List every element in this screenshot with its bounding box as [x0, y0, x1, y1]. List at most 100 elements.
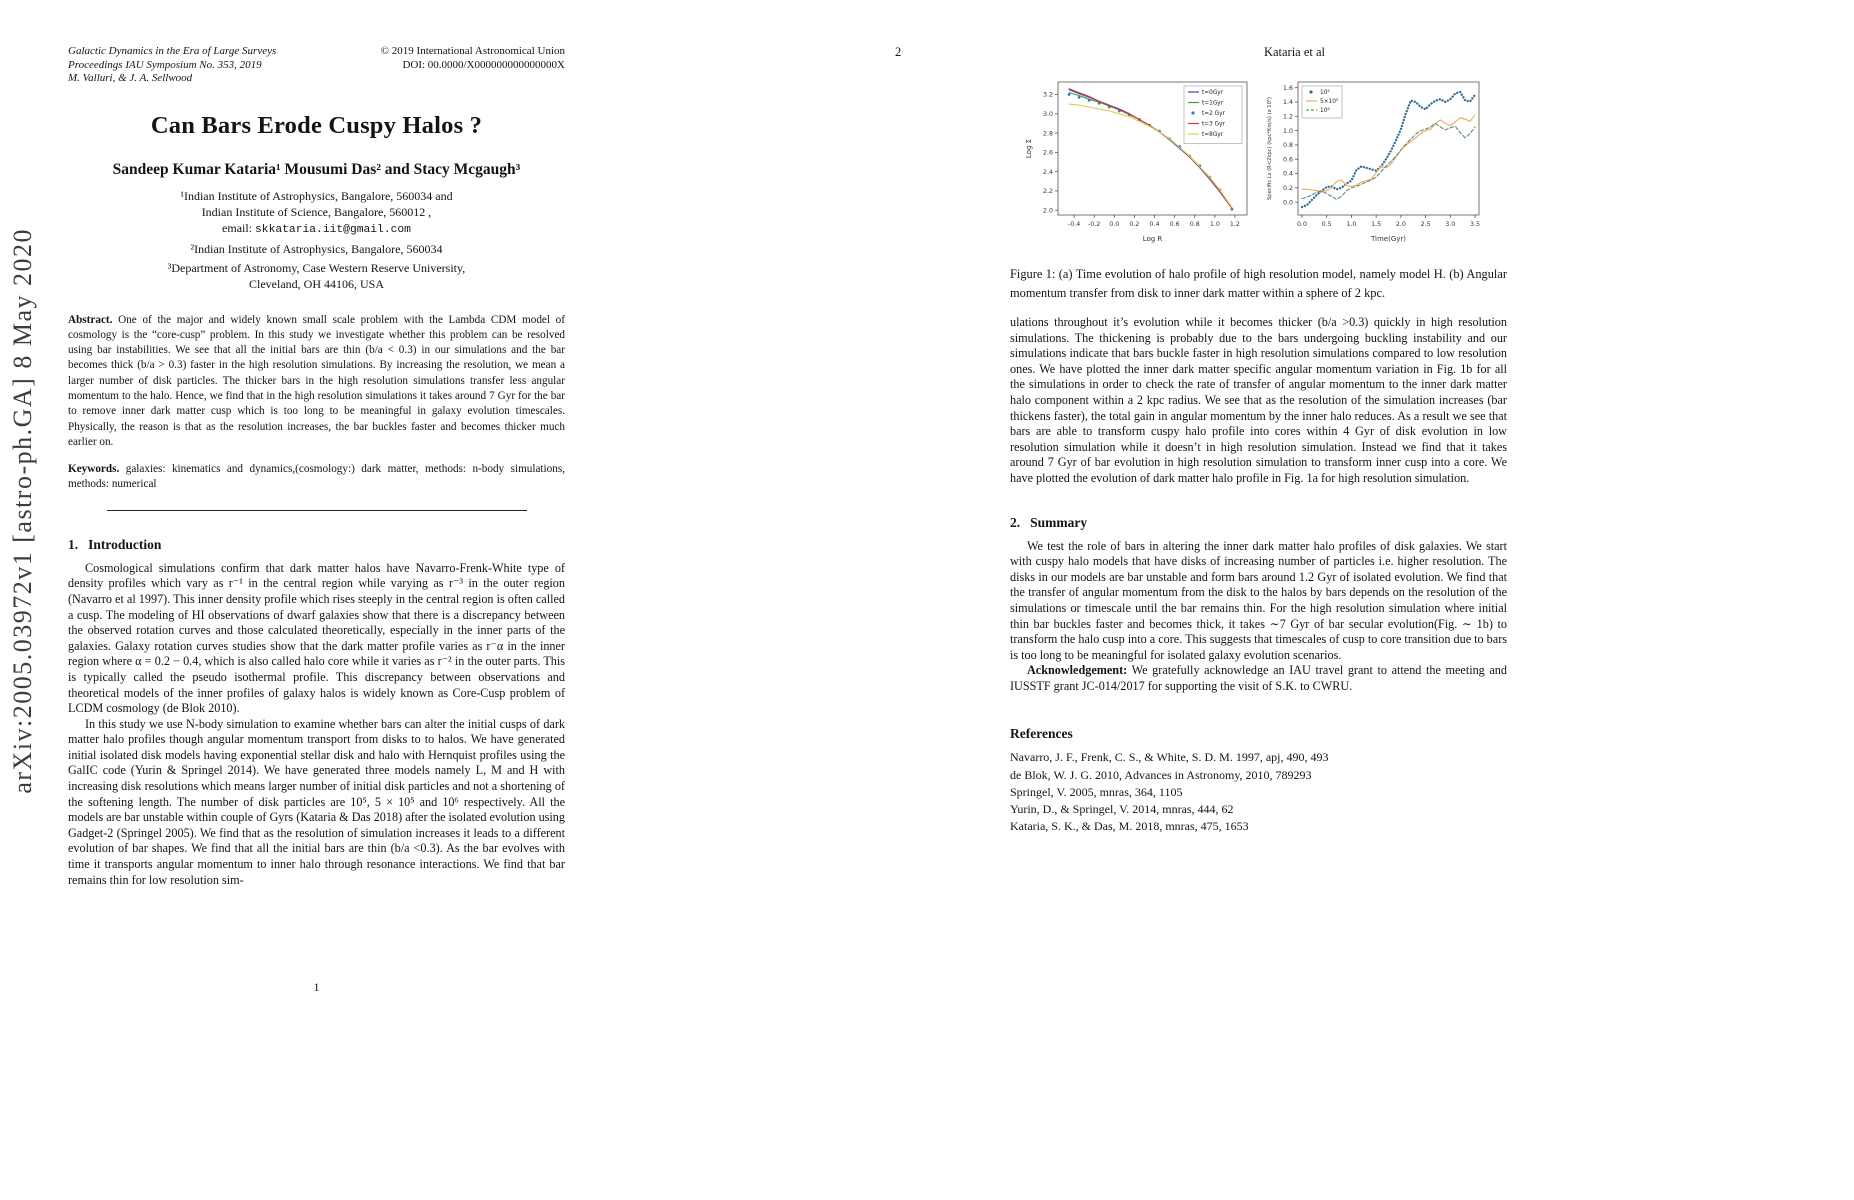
svg-text:0.8: 0.8	[1283, 142, 1293, 149]
angular-momentum-frame	[1297, 81, 1480, 216]
svg-text:2.5: 2.5	[1421, 221, 1431, 228]
svg-text:1.2: 1.2	[1230, 221, 1240, 228]
svg-text:2.2: 2.2	[1043, 188, 1053, 195]
svg-text:t=0Gyr: t=0Gyr	[1202, 90, 1224, 96]
reference-entry: de Blok, W. J. G. 2010, Advances in Astr…	[1010, 767, 1312, 782]
angular-momentum-xlabel: Time(Gyr)	[1370, 235, 1406, 243]
svg-text:10⁶: 10⁶	[1320, 107, 1330, 114]
divider-rule	[106, 509, 527, 511]
svg-text:5×10⁵: 5×10⁵	[1320, 98, 1339, 105]
page-2-number: 2	[895, 45, 902, 59]
running-head: Kataria et al	[1263, 45, 1326, 59]
abstract-label: Abstract.	[68, 313, 113, 326]
page-1-header: Galactic Dynamics in the Era of Large Su…	[68, 0, 565, 86]
svg-text:t=3 Gyr: t=3 Gyr	[1202, 122, 1226, 128]
section-2-number: 2.	[1010, 514, 1021, 530]
acknowledgement-text: We gratefully acknowledge an IAU travel …	[1010, 663, 1507, 693]
svg-text:0.2: 0.2	[1129, 221, 1139, 228]
svg-text:0.4: 0.4	[1283, 171, 1293, 178]
svg-text:2.0: 2.0	[1043, 207, 1053, 214]
authors-line: Sandeep Kumar Kataria¹ Mousumi Das² and …	[112, 160, 521, 178]
halo-profile-chart: -0.4 -0.2 0.0 0.2 0.4 0.6 0.8 1.0 1.22.02.22.42.…	[1025, 81, 1248, 243]
intro-paragraph-1: Cosmological simulations confirm that da…	[68, 560, 565, 716]
summary-paragraph: We test the role of bars in altering the…	[1010, 538, 1507, 662]
svg-text:0.0: 0.0	[1297, 221, 1307, 228]
affiliation-1b: Indian Institute of Science, Bangalore, …	[201, 204, 432, 219]
svg-text:2.4: 2.4	[1043, 169, 1053, 176]
svg-text:3.0: 3.0	[1445, 221, 1455, 228]
references-heading: References	[1010, 726, 1073, 742]
halo-profile-frame	[1057, 81, 1248, 216]
svg-text:0.4: 0.4	[1150, 221, 1160, 228]
halo-profile-xlabel: Log R	[1143, 235, 1163, 243]
svg-text:t=1Gyr: t=1Gyr	[1202, 101, 1224, 107]
angular-momentum-legend: 10⁵ 5×10⁵ 10⁶	[1301, 85, 1343, 119]
reference-entry: Navarro, J. F., Frenk, C. S., & White, S…	[1010, 750, 1329, 765]
section-2-heading: 2. Summary	[1010, 515, 1507, 531]
angular-momentum-y-axis: 0.0 0.2 0.4 0.6 0.8 1.0 1.2 1.4 1.6	[1283, 85, 1298, 206]
angular-momentum-series-5×10⁵	[1301, 114, 1476, 192]
header-copyright-block: © 2019 International Astronomical Union …	[381, 45, 565, 86]
halo-profile-series-t=8Gyr	[1068, 103, 1233, 208]
keywords-label: Keywords.	[68, 463, 120, 476]
header-proceedings: Proceedings IAU Symposium No. 353, 2019	[68, 58, 262, 71]
email-line: email: skkataria.iit@gmail.com	[68, 220, 565, 238]
email-label: email:	[222, 220, 256, 235]
references-list: Navarro, J. F., Frenk, C. S., & White, S…	[1010, 749, 1507, 835]
svg-text:1.4: 1.4	[1283, 99, 1293, 106]
keywords: Keywords. galaxies: kinematics and dynam…	[68, 462, 565, 493]
svg-text:-0.4: -0.4	[1068, 221, 1080, 228]
svg-text:1.0: 1.0	[1283, 128, 1293, 135]
paper-title: Can Bars Erode Cuspy Halos ?	[150, 111, 483, 139]
angular-momentum-chart: 0.0 0.5 1.0 1.5 2.0 2.5 3.0 3.5 0.0 0.2 0.4 0.6 0.8 1…	[1267, 81, 1480, 243]
svg-text:0.0: 0.0	[1283, 199, 1293, 206]
email-address: skkataria.iit@gmail.com	[255, 223, 411, 236]
page-1-number: 1	[313, 980, 320, 994]
body-paragraph: ulations throughout it’s evolution while…	[1010, 315, 1507, 485]
section-1-heading: 1. Introduction	[68, 537, 565, 553]
svg-text:0.6: 0.6	[1170, 221, 1180, 228]
figure-1: -0.4 -0.2 0.0 0.2 0.4 0.6 0.8 1.0 1.2 2.0 2.2 2.4 2.…	[1022, 75, 1507, 245]
affiliation-2: ²Indian Institute of Astrophysics, Banga…	[190, 241, 443, 256]
header-editors: M. Valluri, & J. A. Sellwood	[68, 72, 193, 84]
svg-text:2.0: 2.0	[1396, 221, 1406, 228]
figure-1-caption: Figure 1: (a) Time evolution of halo pro…	[1010, 267, 1507, 300]
svg-text:1.0: 1.0	[1210, 221, 1220, 228]
doi-line: DOI: 00.0000/X000000000000000X	[402, 58, 565, 71]
svg-text:2.6: 2.6	[1043, 150, 1053, 157]
svg-text:10⁵: 10⁵	[1320, 89, 1330, 96]
svg-text:t=8Gyr: t=8Gyr	[1202, 132, 1224, 138]
section-1-title: Introduction	[88, 536, 162, 552]
halo-profile-ylabel: Log Σ	[1025, 139, 1033, 158]
section-2-title: Summary	[1030, 514, 1088, 530]
affiliation-1: ¹Indian Institute of Astrophysics, Banga…	[180, 188, 453, 203]
reference-entry: Yurin, D., & Springel, V. 2014, mnras, 4…	[1010, 802, 1234, 817]
abstract-text: One of the major and widely known small …	[68, 313, 565, 448]
affiliations-block: ¹Indian Institute of Astrophysics, Banga…	[68, 188, 565, 292]
angular-momentum-series-10⁶	[1301, 122, 1476, 200]
svg-text:3.0: 3.0	[1043, 111, 1053, 118]
header-series-title: Galactic Dynamics in the Era of Large Su…	[68, 45, 277, 57]
halo-profile-x-axis: -0.4 -0.2 0.0 0.2 0.4 0.6 0.8 1.0 1.2	[1068, 215, 1240, 228]
copyright-line: © 2019 International Astronomical Union	[380, 45, 565, 57]
reference-entry: Springel, V. 2005, mnras, 364, 1105	[1010, 784, 1183, 799]
svg-text:t=2 Gyr: t=2 Gyr	[1202, 111, 1226, 117]
intro-paragraph-2: In this study we use N-body simulation t…	[68, 716, 565, 887]
angular-momentum-ylabel: Specific Lz (R<2kpc) (kpc*Km/s) (x 10⁵)	[1267, 97, 1273, 200]
arxiv-watermark: arXiv:2005.03972v1 [astro-ph.GA] 8 May 2…	[8, 228, 37, 794]
svg-text:1.6: 1.6	[1283, 85, 1293, 92]
abstract: Abstract. One of the major and widely kn…	[68, 313, 565, 451]
svg-text:-0.2: -0.2	[1088, 221, 1100, 228]
acknowledgement-paragraph: Acknowledgement: We gratefully acknowled…	[1010, 663, 1507, 694]
svg-text:2.8: 2.8	[1043, 130, 1053, 137]
affiliation-3b: Cleveland, OH 44106, USA	[249, 276, 384, 291]
angular-momentum-x-axis: 0.0 0.5 1.0 1.5 2.0 2.5 3.0 3.5	[1297, 215, 1480, 228]
keywords-text: galaxies: kinematics and dynamics,(cosmo…	[68, 463, 565, 491]
svg-text:3.2: 3.2	[1043, 92, 1053, 99]
page-2: 2 Kataria et al -0.4 -0.2 0.0 0.2 0.4 0.6 0.8 1…	[895, 0, 1507, 1200]
affiliation-3: ³Department of Astronomy, Case Western R…	[167, 260, 466, 275]
svg-text:1.2: 1.2	[1283, 114, 1293, 121]
acknowledgement-label: Acknowledgement:	[1027, 663, 1128, 678]
svg-text:1.0: 1.0	[1346, 221, 1356, 228]
